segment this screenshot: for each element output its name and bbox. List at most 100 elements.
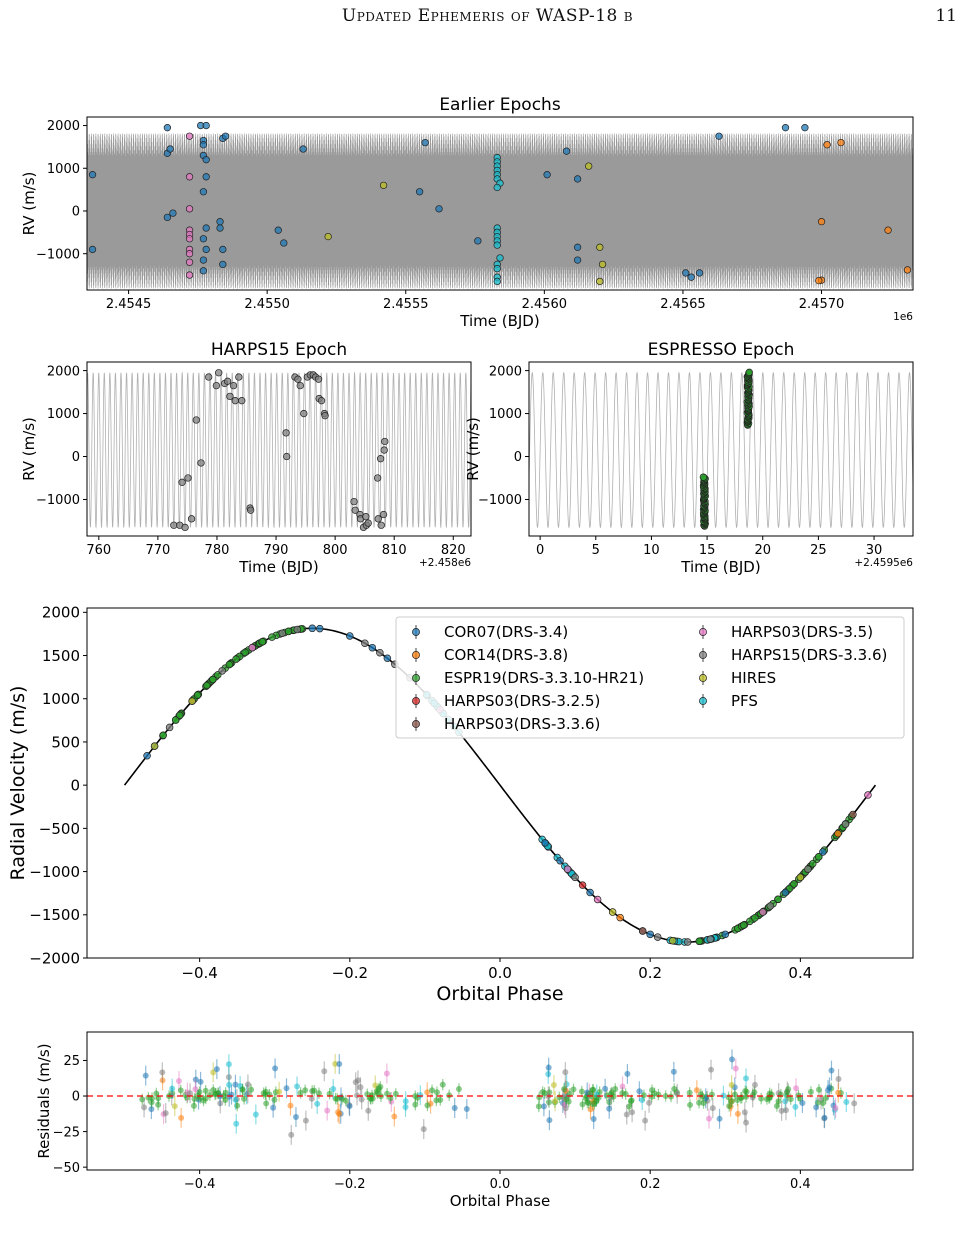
x-offset-label: +2.4595e6 xyxy=(854,557,913,569)
residual-point xyxy=(232,1081,239,1088)
residual-point xyxy=(784,1089,791,1096)
data-point-HARPS15 xyxy=(683,938,692,946)
data-point-COR07 xyxy=(801,124,809,132)
residual-point xyxy=(734,1110,741,1117)
residual-point xyxy=(627,1098,634,1105)
residual-point xyxy=(828,1067,835,1074)
residual-point xyxy=(590,1116,597,1123)
residual-point xyxy=(324,1107,331,1114)
x-tick-label: 2.4555 xyxy=(383,297,429,312)
residual-point xyxy=(766,1090,773,1097)
residual-point xyxy=(777,1091,784,1098)
chart-title: Earlier Epochs xyxy=(439,95,561,115)
data-point-PFS xyxy=(493,183,501,192)
x-tick-label: 30 xyxy=(866,543,883,558)
residual-point xyxy=(222,1096,229,1103)
chart-title: HARPS15 Epoch xyxy=(211,340,347,360)
x-tick-label: 800 xyxy=(323,543,348,558)
data-point-HARPS15 xyxy=(235,373,243,381)
data-point-HARPS03_336 xyxy=(849,810,857,819)
x-tick-label: −0.2 xyxy=(332,964,368,982)
x-tick-label: 2.4560 xyxy=(522,297,568,312)
residual-point xyxy=(365,1107,372,1114)
residual-point xyxy=(655,1091,662,1098)
data-point-ESPR19 xyxy=(241,648,249,657)
residual-point xyxy=(141,1104,148,1111)
residual-point xyxy=(835,1076,842,1083)
legend-marker xyxy=(699,628,707,636)
data-point-COR07 xyxy=(202,121,210,130)
y-tick-label: −1500 xyxy=(29,906,80,924)
data-point-COR14 xyxy=(823,141,831,149)
data-point-ESPR19 xyxy=(739,921,748,929)
residual-point xyxy=(706,1115,713,1122)
data-point-HARPS15 xyxy=(246,506,255,514)
residual-point xyxy=(649,1087,656,1094)
data-point-COR07 xyxy=(316,624,324,633)
legend-marker xyxy=(412,697,420,705)
data-point-HARPS15 xyxy=(376,455,385,463)
residual-point xyxy=(775,1098,782,1105)
residual-point xyxy=(716,1115,723,1122)
residual-point xyxy=(446,1092,453,1099)
legend-label: ESPR19(DRS-3.3.10-HR21) xyxy=(444,669,644,687)
data-point-HARPS15 xyxy=(212,381,221,390)
data-point-PFS xyxy=(493,264,501,273)
residual-point xyxy=(758,1095,765,1102)
data-point-COR07 xyxy=(687,273,695,281)
data-point-COR07 xyxy=(346,632,354,640)
x-tick-label: 25 xyxy=(810,543,827,558)
residual-point xyxy=(815,1086,822,1093)
residual-point xyxy=(433,1089,440,1096)
data-point-HARPS15 xyxy=(215,369,223,377)
residual-point xyxy=(546,1117,553,1124)
data-point-COR07 xyxy=(819,848,827,856)
residual-point xyxy=(311,1087,318,1094)
residual-point xyxy=(766,1095,773,1102)
y-tick-label: −50 xyxy=(53,1161,80,1176)
residual-point xyxy=(693,1087,700,1094)
data-point-HARPS03_35 xyxy=(185,132,194,140)
data-point-COR07 xyxy=(646,930,654,939)
data-point-HARPS15 xyxy=(362,513,370,521)
data-point-HARPS15 xyxy=(218,667,226,675)
legend-label: HARPS03(DRS-3.2.5) xyxy=(444,692,600,710)
residual-point xyxy=(233,1120,240,1127)
residual-point xyxy=(787,1096,794,1103)
residual-point xyxy=(417,1092,424,1099)
residual-point xyxy=(835,1089,842,1096)
residual-point xyxy=(640,1092,647,1099)
data-point-COR07 xyxy=(202,224,210,232)
data-point-HARPS15 xyxy=(192,416,200,424)
y-tick-label: −25 xyxy=(53,1125,80,1140)
data-point-COR07 xyxy=(308,624,317,633)
x-tick-label: 15 xyxy=(699,543,716,558)
residual-point xyxy=(321,1068,328,1075)
chart-harps15: 760 770 780 790 800 810 820 −1000 0 1000 2000 Time … xyxy=(20,340,472,576)
legend-label: HARPS03(DRS-3.3.6) xyxy=(444,715,600,733)
residual-point xyxy=(206,1092,213,1099)
residual-point xyxy=(429,1087,436,1094)
y-axis-label: RV (m/s) xyxy=(464,417,482,481)
data-point-COR14 xyxy=(616,913,624,922)
data-point-COR07 xyxy=(415,188,424,196)
residual-point xyxy=(354,1077,361,1084)
x-tick-label: 0.4 xyxy=(788,964,812,982)
data-point-HARPS03_35 xyxy=(185,250,194,258)
residual-point xyxy=(585,1100,592,1107)
residual-point xyxy=(535,1103,542,1110)
residual-point xyxy=(851,1100,858,1107)
data-point-HARPS15 xyxy=(706,935,715,943)
model-curve xyxy=(529,371,913,529)
x-tick-label: 2.4545 xyxy=(106,297,152,312)
residual-point xyxy=(308,1095,315,1102)
data-point-HARPS15 xyxy=(377,521,385,529)
x-tick-label: 0.0 xyxy=(490,1177,511,1192)
data-point-COR07 xyxy=(781,888,790,897)
y-tick-label: 0 xyxy=(72,450,80,465)
residual-point xyxy=(354,1092,361,1099)
legend-label: COR07(DRS-3.4) xyxy=(444,623,568,641)
data-point-COR07 xyxy=(163,213,172,222)
data-point-COR14 xyxy=(903,266,912,274)
residual-point xyxy=(732,1065,739,1072)
